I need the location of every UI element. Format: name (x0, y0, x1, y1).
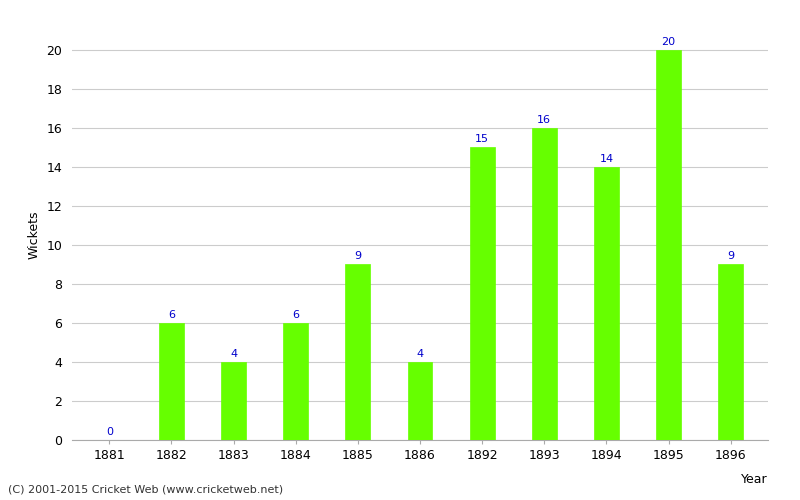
Text: 4: 4 (230, 349, 237, 359)
Text: 9: 9 (727, 252, 734, 262)
Text: 16: 16 (538, 114, 551, 124)
Text: 15: 15 (475, 134, 489, 144)
Text: 20: 20 (662, 36, 676, 46)
Text: Year: Year (742, 473, 768, 486)
Text: 14: 14 (599, 154, 614, 164)
Y-axis label: Wickets: Wickets (28, 211, 41, 259)
Bar (221, 362, 246, 440)
Text: 4: 4 (417, 349, 423, 359)
Bar (470, 147, 494, 440)
Text: 6: 6 (292, 310, 299, 320)
Bar (159, 323, 184, 440)
Text: (C) 2001-2015 Cricket Web (www.cricketweb.net): (C) 2001-2015 Cricket Web (www.cricketwe… (8, 485, 283, 495)
Bar (656, 50, 681, 440)
Text: 0: 0 (106, 427, 113, 437)
Bar (532, 128, 557, 440)
Text: 6: 6 (168, 310, 175, 320)
Bar (407, 362, 433, 440)
Text: 9: 9 (354, 252, 362, 262)
Bar (718, 264, 743, 440)
Bar (594, 166, 619, 440)
Bar (283, 323, 308, 440)
Bar (346, 264, 370, 440)
